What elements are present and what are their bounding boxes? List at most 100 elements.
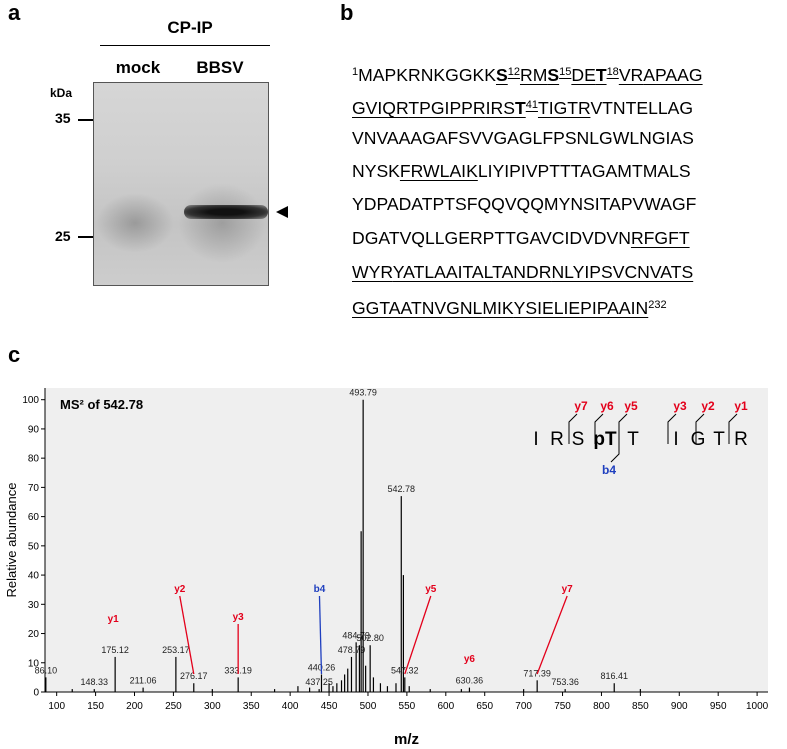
x-tick-label: 900 <box>671 701 688 712</box>
ion-label: y5 <box>425 584 437 595</box>
x-tick-label: 850 <box>632 701 649 712</box>
peptide-residue: R <box>734 429 748 450</box>
fragment-label: y1 <box>734 399 748 413</box>
marker-tick <box>78 236 93 238</box>
sequence-segment: GVIQR <box>352 98 409 118</box>
fragment-bracket <box>568 413 578 444</box>
fragment-label: y5 <box>624 399 638 413</box>
y-tick-label: 50 <box>28 541 40 552</box>
ion-pointer <box>318 595 323 675</box>
sequence-segment: T <box>595 65 607 85</box>
unit-label: kDa <box>50 86 73 100</box>
x-tick-label: 800 <box>593 701 610 712</box>
sequence-segment: YSIELIEPIPAAIN <box>513 298 649 318</box>
peak-label: 86.10 <box>35 665 58 675</box>
x-tick-label: 450 <box>321 701 338 712</box>
x-tick-label: 600 <box>437 701 454 712</box>
group-label: CP-IP <box>167 18 213 37</box>
y-tick-label: 10 <box>28 658 40 669</box>
x-tick-label: 650 <box>476 701 493 712</box>
y-tick-label: 70 <box>28 483 40 494</box>
sequence-line: GVIQRTPGIPPRIRST41TIGTRVTNTELLAG <box>352 95 693 118</box>
band-arrow <box>276 206 288 218</box>
x-axis-label: m/z <box>394 731 419 748</box>
sequence-segment: YDPADATPTSFQQVQQMYNSITAPVWAGF <box>352 194 697 214</box>
fragment-bracket <box>610 432 620 463</box>
x-tick-label: 550 <box>399 701 416 712</box>
peak-label: 148.33 <box>81 677 109 687</box>
fragment-bracket <box>695 413 705 444</box>
chart-title: MS² of 542.78 <box>60 397 143 412</box>
gel-image <box>93 82 269 286</box>
gel-smear <box>96 193 174 253</box>
peak-label: 630.36 <box>456 676 484 686</box>
gel-band <box>184 205 268 219</box>
sequence-line: 1MAPKRNKGGKKS12RMS15DET18VRAPAAG <box>352 62 703 85</box>
sequence-segment: DGATVQLLGERPTTGAVCIDVDVN <box>352 228 631 248</box>
sequence-segment: VTNTELLAG <box>590 98 694 118</box>
sequence-segment: DE <box>571 65 596 85</box>
fragment-label: b4 <box>602 463 616 477</box>
lane-label: mock <box>115 58 161 77</box>
sequence-segment: GGTAATNVGNLMIK <box>352 298 514 318</box>
sequence-segment: LIYIPIVPTTTAGAMTMALS <box>477 161 691 181</box>
y-tick-label: 20 <box>28 629 40 640</box>
sequence-segment: NLYIPSVCNVATS <box>551 262 694 282</box>
sequence-segment: NYSK <box>352 161 400 181</box>
fragment-label: y3 <box>673 399 687 413</box>
plot-background <box>45 388 768 692</box>
peak-label: 175.12 <box>101 645 129 655</box>
marker-label: 35 <box>55 110 71 126</box>
sequence-segment: IRS <box>485 98 515 118</box>
peptide-residue: T <box>713 429 725 450</box>
panel-label: b <box>340 0 354 25</box>
peak-label: 753.36 <box>551 677 579 687</box>
sequence-segment: VR <box>618 65 644 85</box>
ion-label: y2 <box>174 584 186 595</box>
y-tick-label: 90 <box>28 424 40 435</box>
sequence-line: GGTAATNVGNLMIKYSIELIEPIPAAIN232 <box>352 295 667 318</box>
ion-pointer <box>536 595 568 675</box>
sequence-segment: T <box>514 98 526 118</box>
x-tick-label: 100 <box>48 701 65 712</box>
peptide-residue: G <box>691 429 706 450</box>
y-tick-label: 30 <box>28 600 40 611</box>
sequence-segment: RM <box>519 65 548 85</box>
sequence-line: YDPADATPTSFQQVQQMYNSITAPVWAGF <box>352 194 696 214</box>
gel-smear <box>178 183 266 263</box>
sequence-line: DGATVQLLGERPTTGAVCIDVDVNRFGFT <box>352 228 690 248</box>
x-tick-label: 250 <box>165 701 182 712</box>
x-tick-label: 950 <box>710 701 727 712</box>
x-tick-label: 750 <box>554 701 571 712</box>
ion-label: y1 <box>108 614 120 625</box>
sequence-segment: FRWLAIK <box>399 161 478 181</box>
x-tick-label: 700 <box>515 701 532 712</box>
panel-label: c <box>8 342 21 367</box>
ion-pointer <box>179 595 195 675</box>
sequence-segment: S <box>547 65 560 85</box>
sequence-segment: TPGIPPR <box>408 98 486 118</box>
panel-label: a <box>8 0 21 25</box>
y-tick-label: 40 <box>28 571 40 582</box>
sequence-line: WYRYATLAAITALTANDRNLYIPSVCNVATS <box>352 262 693 282</box>
peptide-residue: R <box>550 429 564 450</box>
residue-number: 12 <box>507 66 520 78</box>
peak-label: 484.79 <box>342 630 370 640</box>
peptide-residue: T <box>627 429 639 450</box>
peak-label: 493.79 <box>349 388 377 398</box>
sequence-segment: RFGFT <box>630 228 690 248</box>
sequence-segment: TIGTR <box>537 98 591 118</box>
sequence-segment: VNVAAAGAFSVVGAGLFPSNLGWLNGIAS <box>352 128 694 148</box>
ion-pointer <box>404 595 432 675</box>
residue-number: 41 <box>525 99 538 111</box>
group-line <box>100 45 270 46</box>
residue-number: 1 <box>352 66 359 78</box>
peak-label: 253.17 <box>162 645 190 655</box>
ion-label: b4 <box>314 584 326 595</box>
peak-label: 211.06 <box>130 676 157 686</box>
fragment-bracket <box>594 413 604 444</box>
sequence-segment: APAAG <box>643 65 703 85</box>
ion-label: y6 <box>464 654 476 665</box>
sequence-segment: WYR <box>352 262 393 282</box>
sequence-line: VNVAAAGAFSVVGAGLFPSNLGWLNGIAS <box>352 128 694 148</box>
